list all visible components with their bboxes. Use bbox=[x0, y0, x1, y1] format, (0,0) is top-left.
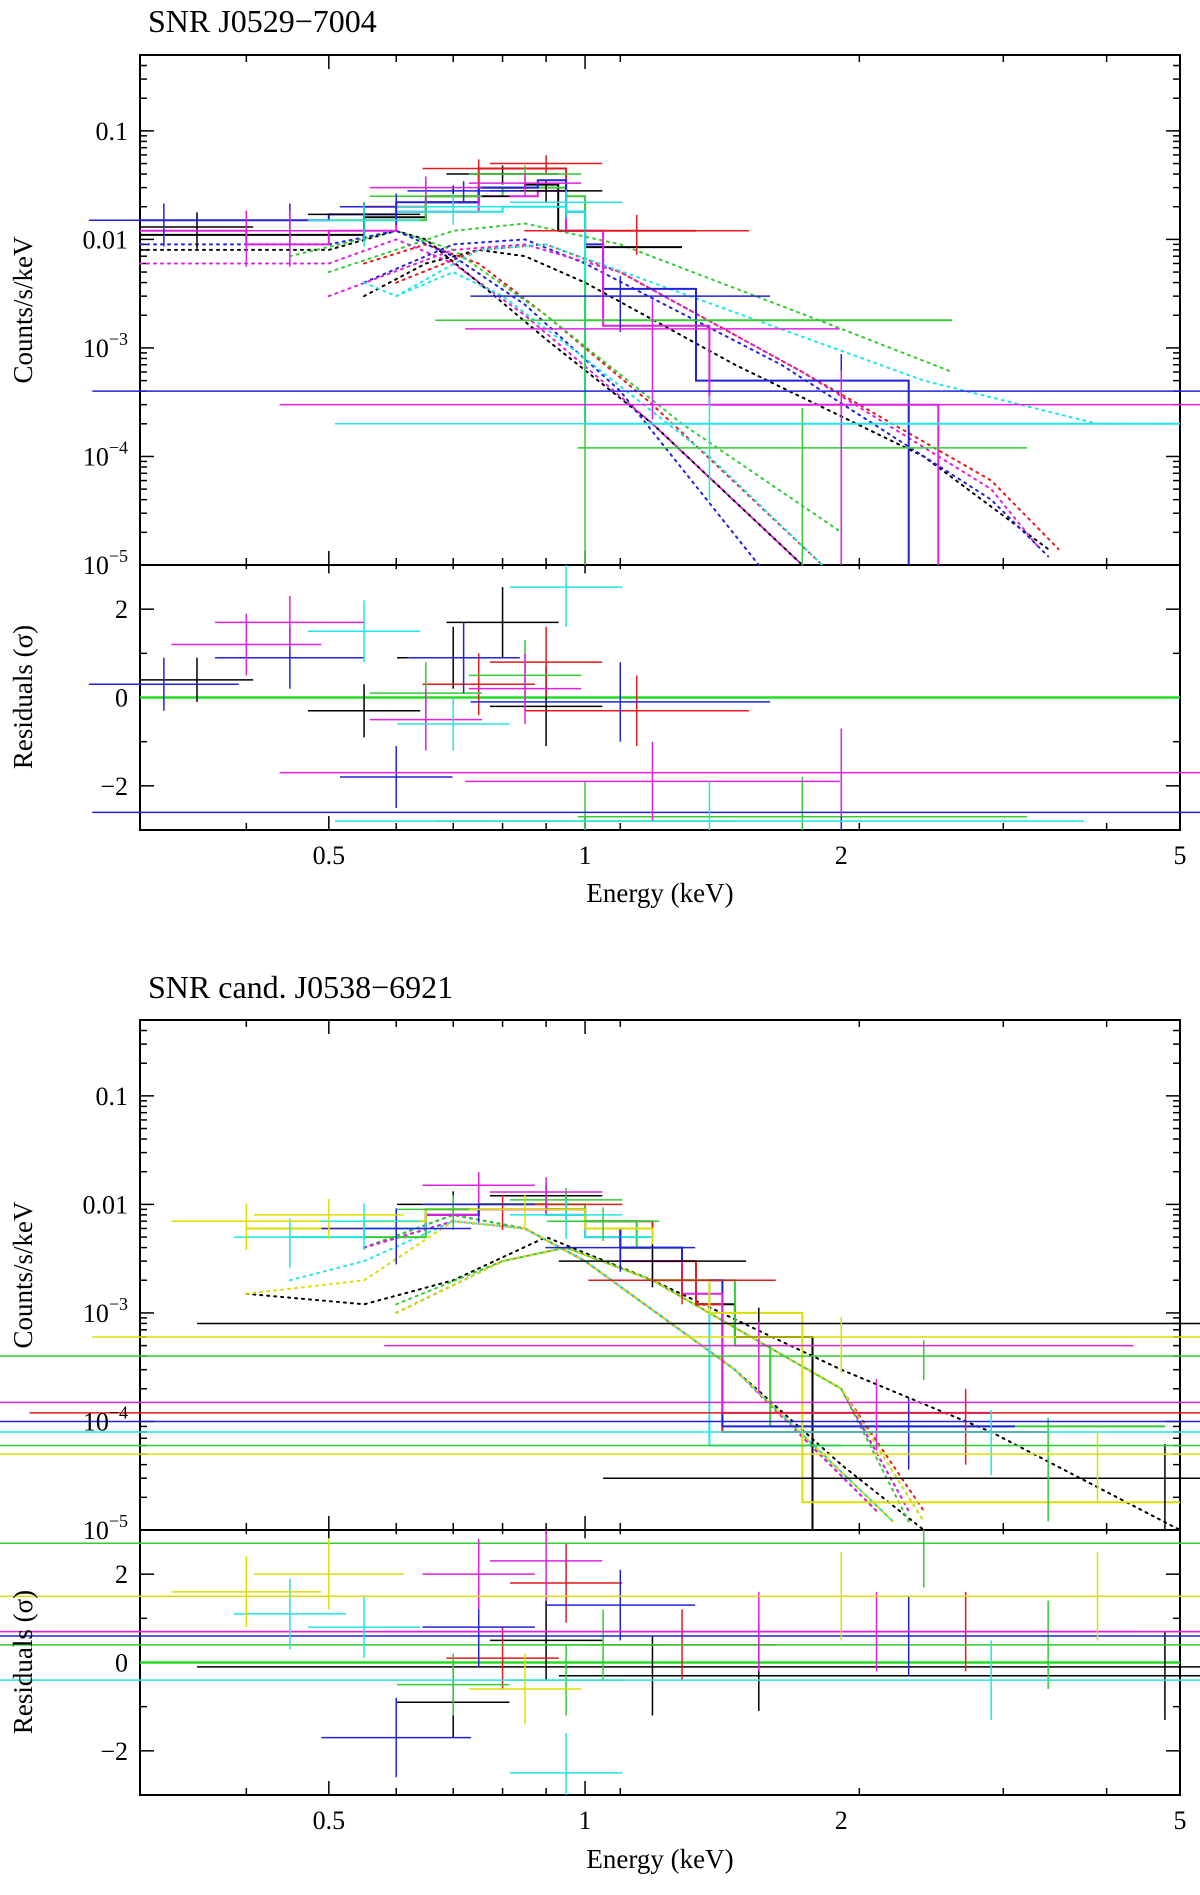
y-tick-base: 0.1 bbox=[96, 1082, 129, 1111]
model-component-line bbox=[363, 271, 824, 566]
model-component-line bbox=[327, 222, 954, 373]
model-components bbox=[139, 222, 1181, 566]
y-tick-base: 10 bbox=[83, 334, 109, 363]
chart-title: SNR cand. J0538−6921 bbox=[148, 969, 453, 1005]
chart-title: SNR J0529−7004 bbox=[148, 3, 377, 39]
y-tick-exponent: −5 bbox=[109, 546, 128, 566]
model-line bbox=[364, 167, 696, 232]
residual-tick-label: 0 bbox=[115, 684, 128, 713]
tick-labels: 0.5 1 2 5 0.1 0.01 10−3 10−4 10−5 2 0 −2 bbox=[83, 117, 1187, 870]
y-axis-label: Counts/s/keV bbox=[8, 1201, 38, 1349]
model-line bbox=[140, 189, 940, 565]
x-axis-label: Energy (keV) bbox=[586, 878, 733, 908]
model-line bbox=[364, 1208, 992, 1414]
y-tick-exponent: −5 bbox=[109, 1511, 128, 1531]
residual-tick-label: −2 bbox=[100, 1737, 128, 1766]
x-tick-label: 2 bbox=[835, 1806, 848, 1835]
x-axis-label: Energy (keV) bbox=[586, 1844, 733, 1874]
model-component-line bbox=[363, 238, 1050, 558]
residuals-axis-label: Residuals (σ) bbox=[8, 1590, 38, 1734]
x-tick-label: 1 bbox=[579, 841, 592, 870]
x-tick-label: 0.5 bbox=[313, 1806, 346, 1835]
x-tick-label: 5 bbox=[1174, 841, 1187, 870]
model-component-line bbox=[327, 243, 1039, 547]
spectrum-points bbox=[0, 1172, 1200, 1530]
y-tick-label: 10−4 bbox=[83, 437, 128, 471]
y-tick-exponent: −3 bbox=[109, 1294, 128, 1314]
y-tick-label: 0.01 bbox=[83, 225, 129, 254]
model-line bbox=[364, 1203, 1180, 1531]
axis-frames bbox=[139, 1019, 1181, 1796]
model-component-line bbox=[395, 243, 1181, 425]
y-tick-base: 10 bbox=[83, 1516, 109, 1545]
residual-tick-label: −2 bbox=[100, 772, 128, 801]
y-tick-label: 10−3 bbox=[83, 329, 128, 363]
model-component-line bbox=[363, 243, 824, 566]
axis-ticks bbox=[139, 54, 1180, 831]
residual-points bbox=[88, 565, 1200, 830]
model-component-line bbox=[245, 1220, 894, 1523]
x-tick-label: 0.5 bbox=[313, 841, 346, 870]
spectrum-frame bbox=[139, 54, 1181, 566]
y-tick-base: 0.01 bbox=[83, 225, 129, 254]
model-component-line bbox=[363, 248, 1050, 551]
residuals-axis-label: Residuals (σ) bbox=[8, 625, 38, 769]
y-tick-exponent: −3 bbox=[109, 329, 128, 349]
model-component-line bbox=[363, 1213, 925, 1531]
y-tick-label: 0.1 bbox=[96, 1082, 129, 1111]
x-tick-label: 1 bbox=[579, 1806, 592, 1835]
y-tick-base: 10 bbox=[83, 442, 109, 471]
y-tick-label: 10−5 bbox=[83, 1511, 128, 1545]
model-component-line bbox=[395, 1246, 910, 1523]
axis-frames bbox=[139, 54, 1181, 831]
model-line bbox=[364, 1203, 1049, 1433]
y-tick-base: 0.1 bbox=[96, 117, 129, 146]
residual-tick-label: 2 bbox=[115, 1560, 128, 1589]
y-tick-base: 10 bbox=[83, 551, 109, 580]
y-tick-exponent: −4 bbox=[109, 1402, 128, 1422]
model-component-line bbox=[395, 1246, 925, 1512]
y-tick-base: 10 bbox=[83, 1299, 109, 1328]
x-tick-label: 5 bbox=[1174, 1806, 1187, 1835]
model-line bbox=[364, 1203, 1165, 1428]
chart-panel-2: SNR cand. J0538−6921 0.5 1 2 5 0.1 0.01 … bbox=[0, 969, 1200, 1874]
y-tick-label: 10−3 bbox=[83, 1294, 128, 1328]
model-line bbox=[364, 1203, 1015, 1428]
model-component-line bbox=[395, 1246, 925, 1523]
y-tick-label: 10−5 bbox=[83, 546, 128, 580]
residual-points bbox=[0, 1530, 1200, 1795]
x-tick-label: 2 bbox=[835, 841, 848, 870]
model-lines bbox=[140, 167, 1180, 565]
model-component-line bbox=[139, 229, 804, 566]
y-tick-label: 10−4 bbox=[83, 1402, 128, 1436]
model-lines bbox=[246, 1203, 1180, 1531]
model-component-line bbox=[139, 229, 760, 566]
y-tick-label: 0.01 bbox=[83, 1190, 129, 1219]
chart-panel-1: SNR J0529−7004 0.5 1 2 5 0.1 0.01 10−3 1… bbox=[8, 3, 1200, 908]
y-axis-label: Counts/s/keV bbox=[8, 236, 38, 384]
model-component-line bbox=[139, 238, 804, 566]
residual-tick-label: 0 bbox=[115, 1649, 128, 1678]
model-component-line bbox=[363, 1220, 878, 1512]
model-component-line bbox=[395, 243, 1060, 551]
tick-labels: 0.5 1 2 5 0.1 0.01 10−3 10−4 10−5 2 0 −2 bbox=[83, 1082, 1187, 1835]
y-tick-base: 0.01 bbox=[83, 1190, 129, 1219]
spectrum-points bbox=[88, 155, 1200, 565]
model-components bbox=[245, 1213, 1181, 1531]
residual-tick-label: 2 bbox=[115, 595, 128, 624]
axis-ticks bbox=[139, 1019, 1180, 1796]
y-tick-exponent: −4 bbox=[109, 437, 128, 457]
y-tick-base: 10 bbox=[83, 1407, 109, 1436]
y-tick-label: 0.1 bbox=[96, 117, 129, 146]
